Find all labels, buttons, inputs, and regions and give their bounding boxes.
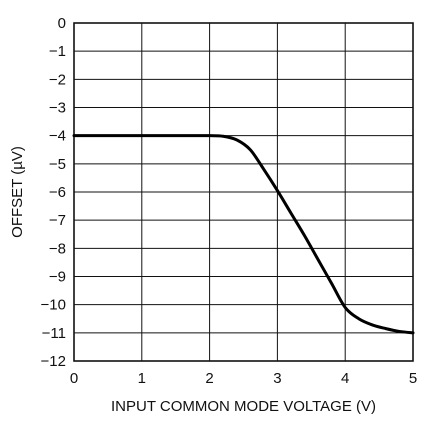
y-tick-label: 0 bbox=[58, 15, 66, 32]
x-axis-title: INPUT COMMON MODE VOLTAGE (V) bbox=[111, 398, 376, 415]
y-tick-label: −5 bbox=[49, 156, 66, 173]
x-axis-ticks: 0 1 2 3 4 5 bbox=[70, 370, 417, 387]
y-tick-label: −1 bbox=[49, 43, 66, 60]
y-tick-label: −9 bbox=[49, 269, 66, 286]
plot-frame bbox=[73, 22, 414, 362]
x-tick-label: 5 bbox=[409, 370, 417, 387]
x-tick-label: 4 bbox=[341, 370, 349, 387]
y-tick-label: −3 bbox=[49, 100, 66, 117]
x-tick-label: 3 bbox=[273, 370, 281, 387]
y-tick-label: −10 bbox=[41, 297, 66, 314]
y-axis-title: OFFSET (µV) bbox=[9, 146, 26, 238]
x-tick-label: 2 bbox=[205, 370, 213, 387]
y-tick-label: −6 bbox=[49, 184, 66, 201]
y-tick-label: −4 bbox=[49, 128, 66, 145]
y-tick-label: −12 bbox=[41, 353, 66, 370]
y-axis-ticks: 0 −1 −2 −3 −4 −5 −6 −7 −8 −9 −10 −11 −12 bbox=[41, 15, 66, 370]
grid bbox=[73, 22, 414, 362]
y-tick-label: −2 bbox=[49, 71, 66, 88]
series-layer bbox=[72, 134, 415, 335]
y-tick-label: −7 bbox=[49, 212, 66, 229]
x-tick-label: 0 bbox=[70, 370, 78, 387]
y-tick-label: −11 bbox=[42, 325, 66, 342]
y-tick-label: −8 bbox=[49, 240, 66, 257]
x-tick-label: 1 bbox=[138, 370, 146, 387]
offset-series-line bbox=[72, 134, 415, 335]
